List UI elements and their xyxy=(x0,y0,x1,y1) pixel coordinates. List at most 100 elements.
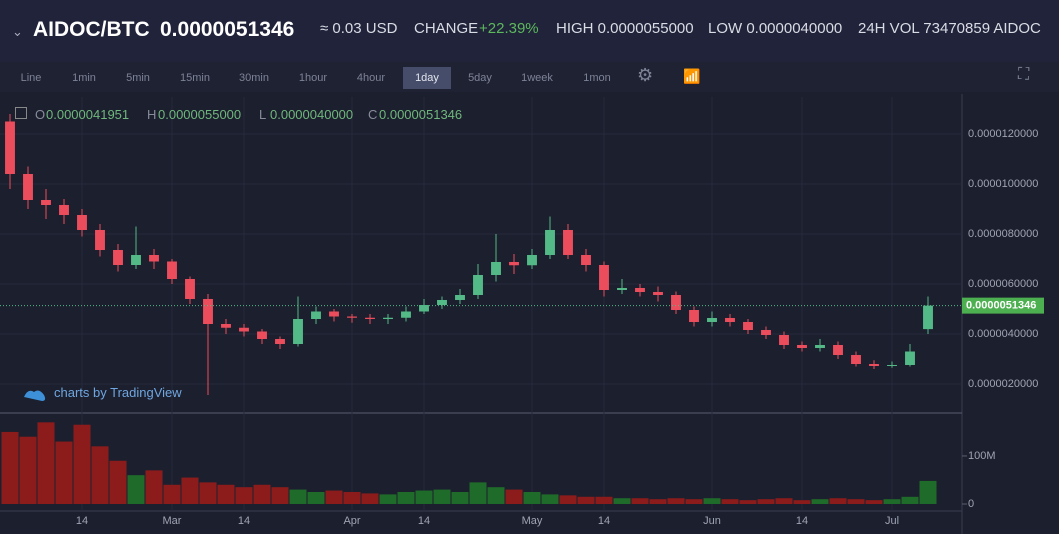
dropdown-icon[interactable]: ⌄ xyxy=(12,24,23,39)
candle-body xyxy=(653,292,663,295)
y-tick-label: 0.0000020000 xyxy=(968,378,1038,390)
change-label: CHANGE xyxy=(414,20,479,37)
x-tick-label: Jun xyxy=(703,515,721,527)
settings-icon[interactable]: ⚙ xyxy=(637,65,654,85)
volume-bar xyxy=(667,498,685,504)
candle-body xyxy=(203,299,213,324)
interval-button[interactable]: 1day xyxy=(403,67,451,89)
interval-button[interactable]: 15min xyxy=(180,72,210,84)
x-tick-label: Apr xyxy=(343,515,360,527)
candle-body xyxy=(149,255,159,262)
volume-bar xyxy=(343,491,361,504)
interval-button[interactable]: Line xyxy=(20,72,42,84)
candle-body xyxy=(833,345,843,355)
candle-body xyxy=(743,322,753,330)
candle-body xyxy=(455,295,465,300)
candle-body xyxy=(167,261,177,279)
volume-bar xyxy=(721,499,739,504)
candle-body xyxy=(347,316,357,318)
candle-body xyxy=(131,255,141,265)
candle-body xyxy=(23,174,33,200)
candle-body xyxy=(275,339,285,344)
interval-button[interactable]: 5min xyxy=(126,72,150,84)
volume-bar xyxy=(253,484,271,504)
pair: AIDOC/BTC xyxy=(33,18,150,41)
volume-bar xyxy=(793,500,811,504)
volume-bar xyxy=(163,484,181,504)
volume-bar xyxy=(775,498,793,504)
candle-body xyxy=(671,295,681,310)
volume-bar xyxy=(433,489,451,504)
volume-bar xyxy=(847,499,865,504)
volume-bar xyxy=(325,490,343,504)
candle-body xyxy=(365,317,375,319)
volume-bar xyxy=(361,493,379,504)
volume-bar xyxy=(73,424,91,504)
y-tick-label: 0.0000040000 xyxy=(968,328,1038,340)
volume-bar xyxy=(451,491,469,504)
legend-key: O xyxy=(35,107,46,122)
x-tick-label: 14 xyxy=(238,515,250,527)
x-tick-label: 14 xyxy=(418,515,430,527)
x-tick-label: 14 xyxy=(796,515,808,527)
price: 0.0000051346 xyxy=(160,18,295,41)
legend-key: H xyxy=(147,107,157,122)
candle-body xyxy=(329,311,339,317)
candle-body xyxy=(923,305,933,330)
volume-bar xyxy=(811,499,829,504)
interval-button[interactable]: 30min xyxy=(239,72,269,84)
fullscreen-icon[interactable]: ⛶ xyxy=(1018,66,1030,83)
volume-bar xyxy=(217,484,235,504)
candle-body xyxy=(545,230,555,255)
credit: charts by TradingView xyxy=(54,385,182,400)
volume-bar xyxy=(505,489,523,504)
volume-bar xyxy=(55,441,73,504)
y-tick-label: 0.0000080000 xyxy=(968,228,1038,240)
volume-bar xyxy=(145,470,163,504)
candle-body xyxy=(905,351,915,365)
toolbar xyxy=(0,62,1059,92)
candle-body xyxy=(185,279,195,299)
volume-bar xyxy=(415,490,433,504)
candle-body xyxy=(311,311,321,319)
candle-body xyxy=(599,265,609,290)
interval-button[interactable]: 1min xyxy=(72,72,96,84)
interval-button[interactable]: 1week xyxy=(521,72,553,84)
candle-body xyxy=(113,250,123,265)
volume-bar xyxy=(271,487,289,504)
candle-body xyxy=(41,200,51,205)
candle-body xyxy=(95,230,105,250)
interval-button[interactable]: 1mon xyxy=(583,72,611,84)
candle-body xyxy=(419,305,429,312)
volume-bar xyxy=(541,494,559,504)
chart-bg xyxy=(0,94,1059,534)
interval-button[interactable]: 1hour xyxy=(298,72,328,84)
candle-body xyxy=(851,355,861,364)
candle-body xyxy=(797,345,807,348)
volume-bar xyxy=(649,499,667,504)
last-price-label: 0.0000051346 xyxy=(966,300,1036,312)
x-tick-label: Jul xyxy=(885,515,899,527)
x-tick-label: Mar xyxy=(163,515,182,527)
volume-bar xyxy=(91,446,109,504)
candle-body xyxy=(815,345,825,348)
volume-bar xyxy=(235,487,253,504)
volume-bar xyxy=(901,496,919,504)
volume-tick-label: 100M xyxy=(968,450,996,462)
low: LOW 0.0000040000 xyxy=(708,20,843,37)
candle-body xyxy=(257,331,267,339)
candle-body xyxy=(635,288,645,292)
legend-expand[interactable] xyxy=(15,107,27,119)
legend-value: 0.0000040000 xyxy=(270,107,354,122)
indicators-icon[interactable]: 📶 xyxy=(683,68,701,84)
last-price-box xyxy=(962,297,1044,314)
interval-button[interactable]: 5day xyxy=(468,72,492,84)
interval-button[interactable]: 4hour xyxy=(356,72,386,84)
candle-body xyxy=(617,288,627,290)
candle-body xyxy=(761,330,771,335)
change-value: +22.39% xyxy=(479,20,539,37)
volume-bar xyxy=(181,477,199,504)
candle-body xyxy=(689,310,699,322)
volume-bar xyxy=(1,431,19,504)
